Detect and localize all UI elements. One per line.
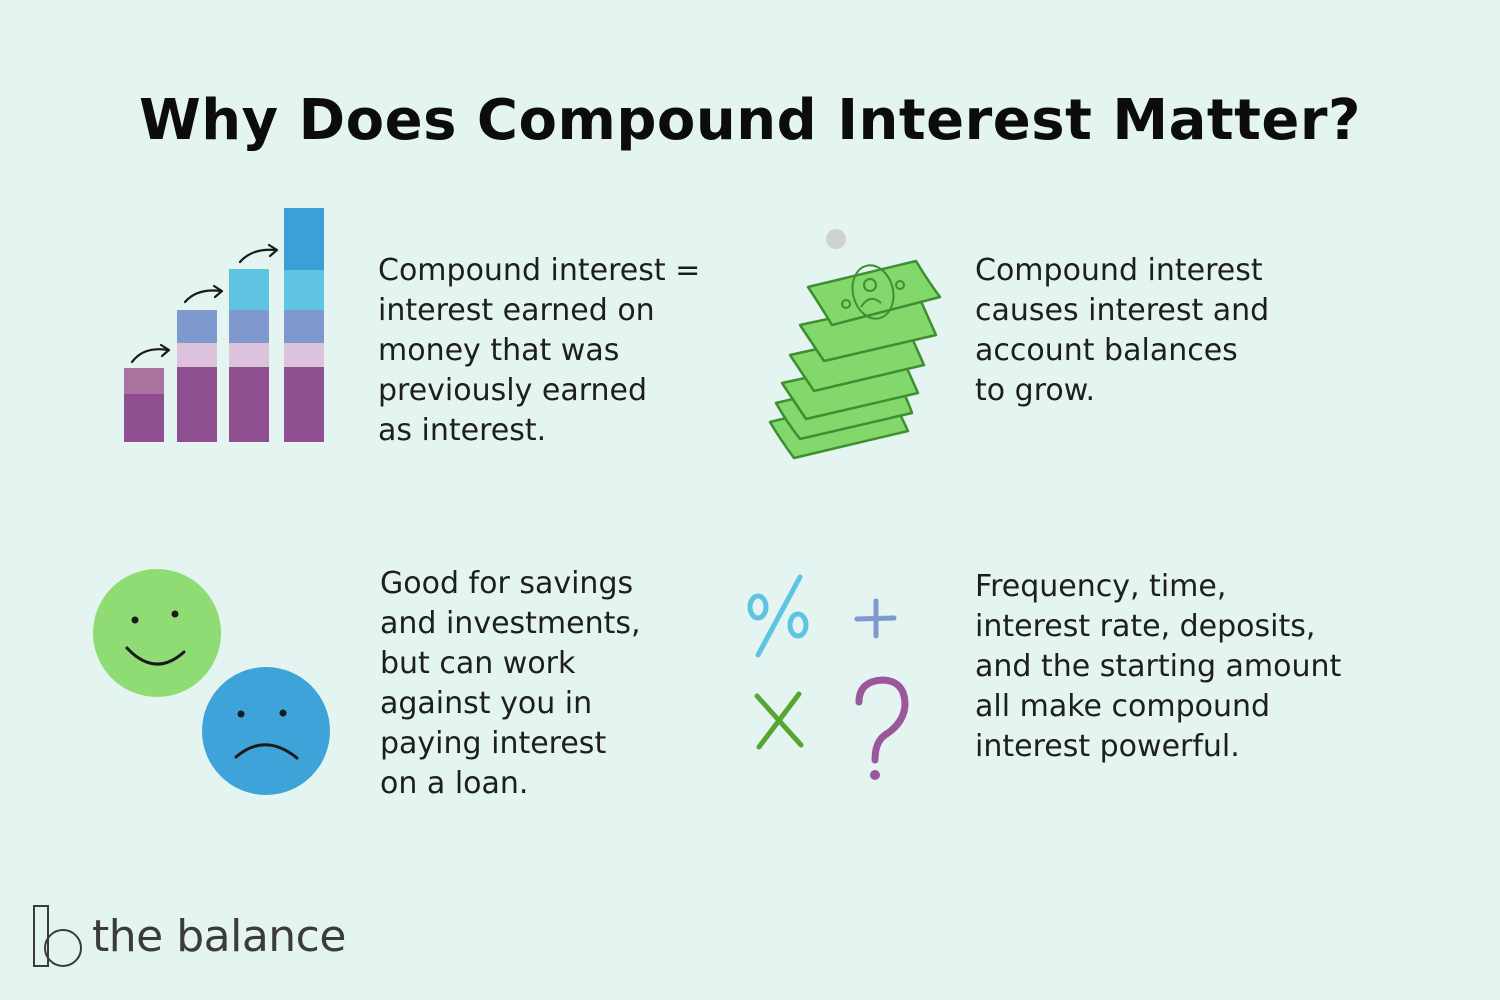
math-symbols-icon bbox=[747, 574, 909, 780]
coin-icon bbox=[826, 229, 846, 249]
stacked-bar-growth-icon bbox=[124, 208, 324, 442]
happy-face-icon bbox=[93, 569, 221, 697]
bar-4 bbox=[284, 208, 324, 442]
percent-icon bbox=[747, 574, 809, 658]
brand-logo-icon bbox=[33, 905, 82, 967]
brand-name: the balance bbox=[92, 911, 346, 962]
growth-arrows bbox=[130, 243, 279, 364]
happy-sad-faces-icon bbox=[93, 569, 330, 795]
plus-icon bbox=[854, 598, 897, 639]
blurb-factors: Frequency, time, interest rate, deposits… bbox=[975, 569, 1342, 764]
bar-1 bbox=[124, 368, 164, 442]
bar-3 bbox=[229, 269, 269, 442]
multiply-icon bbox=[754, 691, 804, 750]
bill-details bbox=[841, 264, 905, 320]
question-mark-icon bbox=[855, 676, 909, 780]
blurb-compound-interest-definition: Compound interest = interest earned on m… bbox=[378, 253, 701, 448]
bar-2 bbox=[177, 310, 217, 442]
blurb-savings-and-loans: Good for savings and investments, but ca… bbox=[380, 566, 641, 801]
bills bbox=[768, 259, 942, 460]
page-title: Why Does Compound Interest Matter? bbox=[139, 88, 1361, 153]
sad-face-icon bbox=[202, 667, 330, 795]
cash-stack-icon bbox=[768, 229, 942, 460]
blurb-balances-grow: Compound interest causes interest and ac… bbox=[975, 253, 1270, 408]
